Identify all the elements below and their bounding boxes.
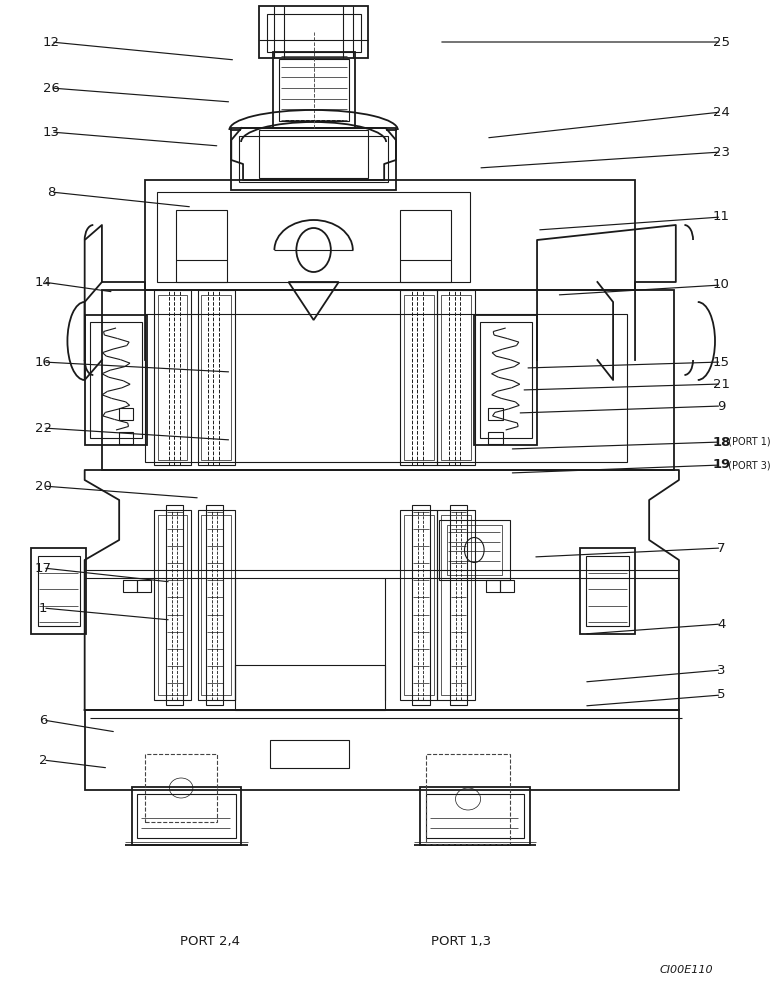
Bar [279,59,349,121]
Bar [267,14,361,52]
Bar [145,180,635,290]
Text: 4: 4 [717,617,725,631]
Bar [404,295,434,460]
Bar [132,787,241,845]
Bar [437,510,475,700]
Bar [488,408,503,420]
Text: 9: 9 [717,399,725,412]
Bar [400,290,437,465]
Bar [412,505,430,705]
Text: (PORT 1): (PORT 1) [725,437,771,447]
Bar [137,794,236,838]
Bar [154,510,191,700]
Bar [119,408,133,420]
Bar [580,548,635,634]
Text: 12: 12 [42,35,60,48]
Text: 22: 22 [34,422,52,434]
Bar [474,315,537,445]
Bar [166,505,183,705]
Bar [145,754,217,822]
Text: CI00E110: CI00E110 [659,965,713,975]
Text: 3: 3 [717,664,725,676]
Bar [480,322,532,438]
Bar [158,515,187,695]
Bar [102,290,674,470]
Bar [259,6,368,58]
Text: 21: 21 [713,377,730,390]
Bar [206,505,223,705]
Bar [85,315,147,445]
Bar [231,128,396,190]
Text: 14: 14 [34,275,52,288]
Bar [90,322,142,438]
Bar [38,556,80,626]
Bar [201,295,231,460]
Bar [488,432,503,444]
Bar [273,52,355,128]
Text: 18: 18 [712,436,731,448]
Bar [85,710,679,790]
Text: 2: 2 [39,754,47,766]
Bar [201,515,231,695]
Bar [400,210,451,282]
Bar [450,505,467,705]
Text: 6: 6 [39,714,47,726]
Text: (PORT 3): (PORT 3) [725,460,771,470]
Bar [437,290,475,465]
Bar [145,314,627,462]
Text: 23: 23 [713,145,730,158]
Text: 26: 26 [42,82,60,95]
Bar [259,130,368,178]
Text: 15: 15 [713,356,730,368]
Text: 11: 11 [713,211,730,224]
Bar [439,520,510,580]
Text: 13: 13 [42,125,60,138]
Text: 17: 17 [34,562,52,574]
Text: 8: 8 [47,186,55,198]
Bar [137,580,151,592]
Bar [404,515,434,695]
Bar [176,210,227,282]
Bar [198,510,235,700]
Bar [119,432,133,444]
Text: 24: 24 [713,105,730,118]
Bar [500,580,514,592]
Text: PORT 2,4: PORT 2,4 [180,936,240,948]
Bar [420,787,530,845]
Bar [235,665,385,710]
Text: 25: 25 [713,35,730,48]
Text: 7: 7 [717,542,725,554]
Bar [586,556,629,626]
Text: 20: 20 [34,480,52,492]
Bar [486,580,500,592]
Bar [239,136,388,182]
Text: 1: 1 [39,601,47,614]
Bar [157,192,470,282]
Bar [400,510,437,700]
Bar [270,740,349,768]
Bar [31,548,86,634]
Bar [154,290,191,465]
Text: 19: 19 [712,458,731,472]
Bar [441,295,471,460]
Bar [426,794,524,838]
Text: PORT 1,3: PORT 1,3 [431,936,491,948]
Bar [441,515,471,695]
Text: 5: 5 [717,688,725,702]
Text: 16: 16 [34,356,52,368]
Bar [426,754,510,844]
Bar [123,580,137,592]
Bar [158,295,187,460]
Bar [447,525,502,575]
Text: 10: 10 [713,278,730,292]
Bar [198,290,235,465]
